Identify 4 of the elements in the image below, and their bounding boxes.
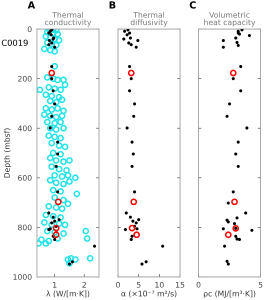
chart-title: B: [110, 1, 116, 8]
chart-title: A: [28, 1, 36, 8]
chart-title: C: [190, 1, 196, 9]
text: C0019: [2, 40, 28, 46]
